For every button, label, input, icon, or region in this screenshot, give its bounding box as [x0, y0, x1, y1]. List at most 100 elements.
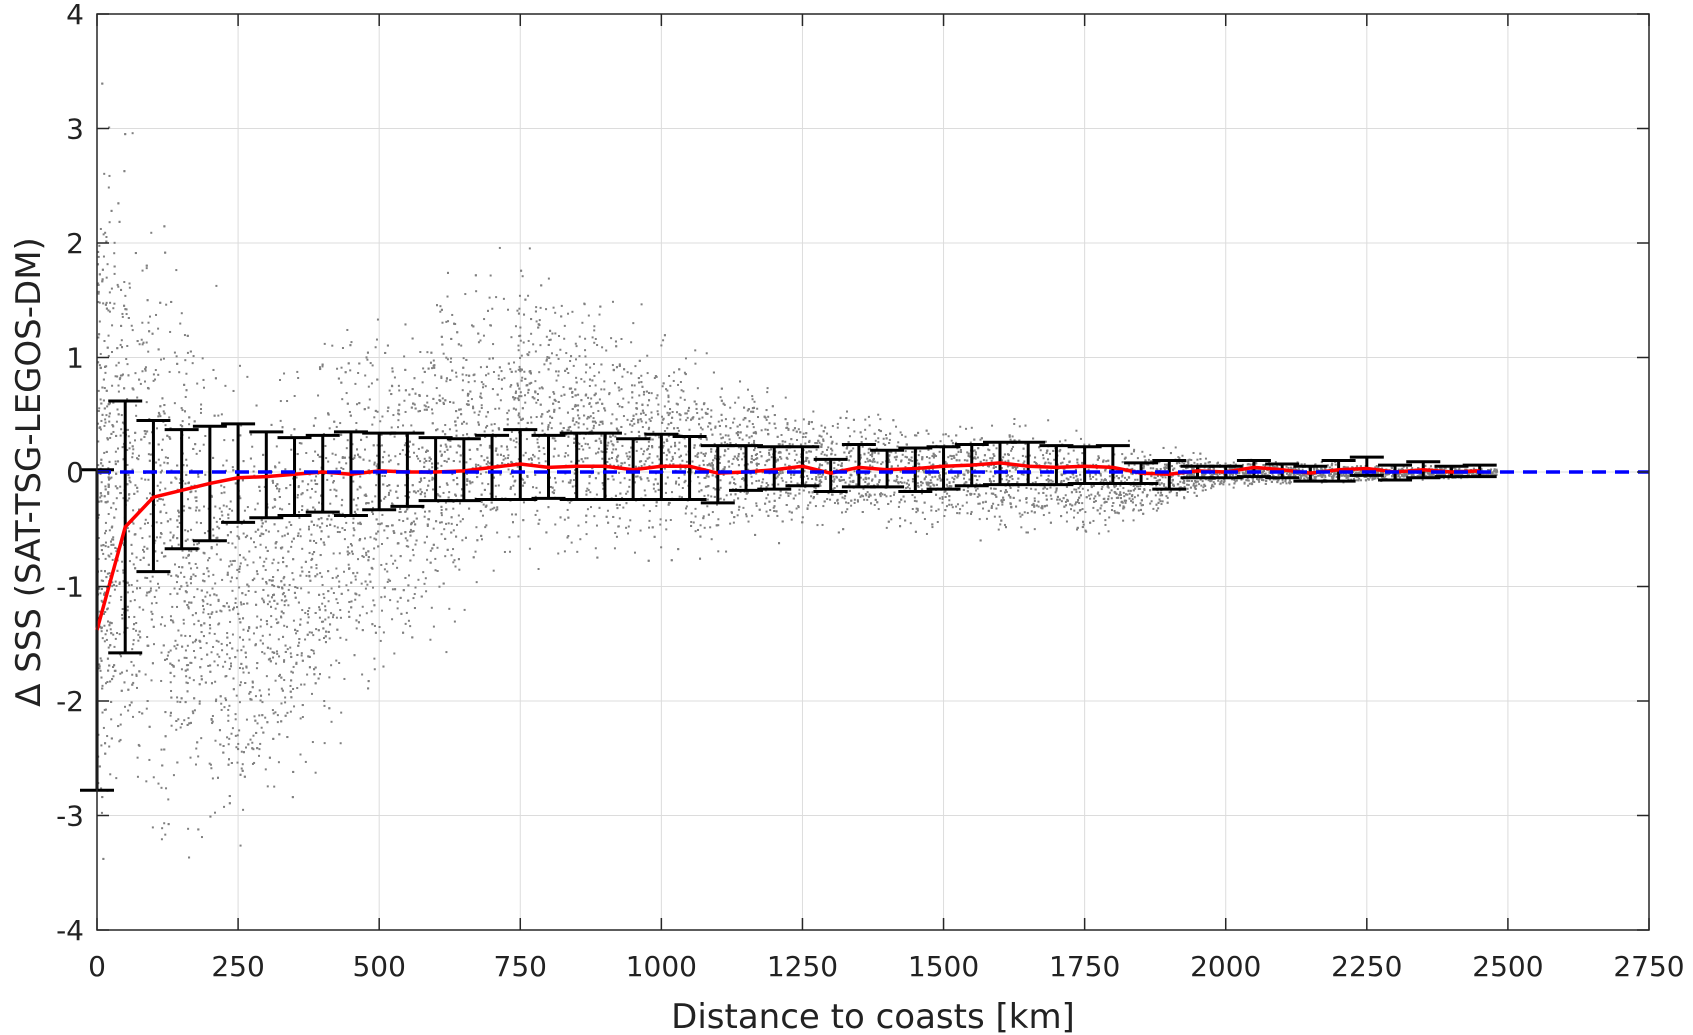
scatter-point: [306, 508, 309, 511]
scatter-point: [973, 493, 976, 496]
scatter-point: [174, 639, 177, 642]
scatter-point: [1285, 465, 1288, 468]
scatter-point: [164, 555, 167, 558]
scatter-point: [195, 521, 198, 524]
scatter-point: [1297, 473, 1300, 476]
scatter-point: [1059, 462, 1062, 465]
scatter-point: [1201, 480, 1204, 483]
scatter-point: [906, 486, 909, 489]
scatter-point: [214, 811, 217, 814]
scatter-point: [554, 439, 557, 442]
scatter-point: [104, 521, 107, 524]
scatter-point: [427, 406, 430, 409]
scatter-point: [239, 601, 242, 604]
scatter-point: [944, 462, 947, 465]
scatter-point: [116, 283, 119, 286]
scatter-point: [798, 460, 801, 463]
scatter-point: [134, 372, 137, 375]
scatter-point: [124, 705, 127, 708]
scatter-point: [103, 612, 106, 615]
scatter-point: [284, 701, 287, 704]
scatter-point: [192, 543, 195, 546]
scatter-point: [136, 490, 139, 493]
scatter-point: [131, 468, 134, 471]
scatter-point: [347, 610, 350, 613]
scatter-point: [301, 505, 304, 508]
scatter-point: [423, 457, 426, 460]
scatter-point: [327, 616, 330, 619]
scatter-point: [178, 482, 181, 485]
scatter-point: [278, 675, 281, 678]
scatter-point: [1289, 481, 1292, 484]
scatter-point: [959, 448, 962, 451]
scatter-point: [636, 475, 639, 478]
scatter-point: [485, 463, 488, 466]
scatter-point: [194, 490, 197, 493]
scatter-point: [180, 668, 183, 671]
scatter-point: [488, 462, 491, 465]
scatter-point: [121, 617, 124, 620]
scatter-point: [754, 458, 757, 461]
scatter-point: [665, 528, 668, 531]
scatter-point: [242, 532, 245, 535]
scatter-point: [715, 503, 718, 506]
scatter-point: [893, 456, 896, 459]
scatter-point: [361, 555, 364, 558]
scatter-point: [551, 491, 554, 494]
scatter-point: [461, 518, 464, 521]
scatter-point: [894, 480, 897, 483]
scatter-point: [917, 475, 920, 478]
scatter-point: [154, 378, 157, 381]
scatter-point: [228, 704, 231, 707]
scatter-point: [332, 480, 335, 483]
scatter-point: [1123, 457, 1126, 460]
scatter-point: [283, 659, 286, 662]
scatter-point: [189, 567, 192, 570]
scatter-point: [592, 412, 595, 415]
scatter-point: [864, 428, 867, 431]
scatter-point: [1149, 453, 1152, 456]
scatter-point: [240, 767, 243, 770]
scatter-point: [853, 498, 856, 501]
scatter-point: [472, 405, 475, 408]
scatter-point: [265, 557, 268, 560]
scatter-point: [175, 647, 178, 650]
scatter-point: [373, 668, 376, 671]
scatter-point: [515, 441, 518, 444]
scatter-point: [237, 742, 240, 745]
scatter-point: [321, 602, 324, 605]
scatter-point: [694, 507, 697, 510]
scatter-point: [115, 420, 118, 423]
scatter-point: [1158, 498, 1161, 501]
scatter-point: [279, 379, 282, 382]
scatter-point: [414, 512, 417, 515]
scatter-point: [426, 401, 429, 404]
scatter-point: [705, 352, 708, 355]
scatter-point: [991, 424, 994, 427]
scatter-point: [679, 414, 682, 417]
scatter-point: [289, 484, 292, 487]
scatter-point: [1033, 504, 1036, 507]
scatter-point: [704, 452, 707, 455]
scatter-point: [776, 514, 779, 517]
scatter-point: [1103, 479, 1106, 482]
scatter-point: [1011, 435, 1014, 438]
scatter-point: [573, 472, 576, 475]
scatter-point: [665, 519, 668, 522]
scatter-point: [169, 615, 172, 618]
scatter-point: [115, 550, 118, 553]
scatter-point: [736, 514, 739, 517]
scatter-point: [1192, 467, 1195, 470]
scatter-point: [916, 509, 919, 512]
scatter-point: [584, 337, 587, 340]
scatter-point: [593, 325, 596, 328]
scatter-point: [1137, 485, 1140, 488]
scatter-point: [948, 503, 951, 506]
scatter-point: [639, 412, 642, 415]
scatter-point: [122, 571, 125, 574]
scatter-point: [409, 530, 412, 533]
scatter-point: [438, 394, 441, 397]
scatter-point: [1228, 483, 1231, 486]
scatter-point: [442, 401, 445, 404]
scatter-point: [254, 530, 257, 533]
